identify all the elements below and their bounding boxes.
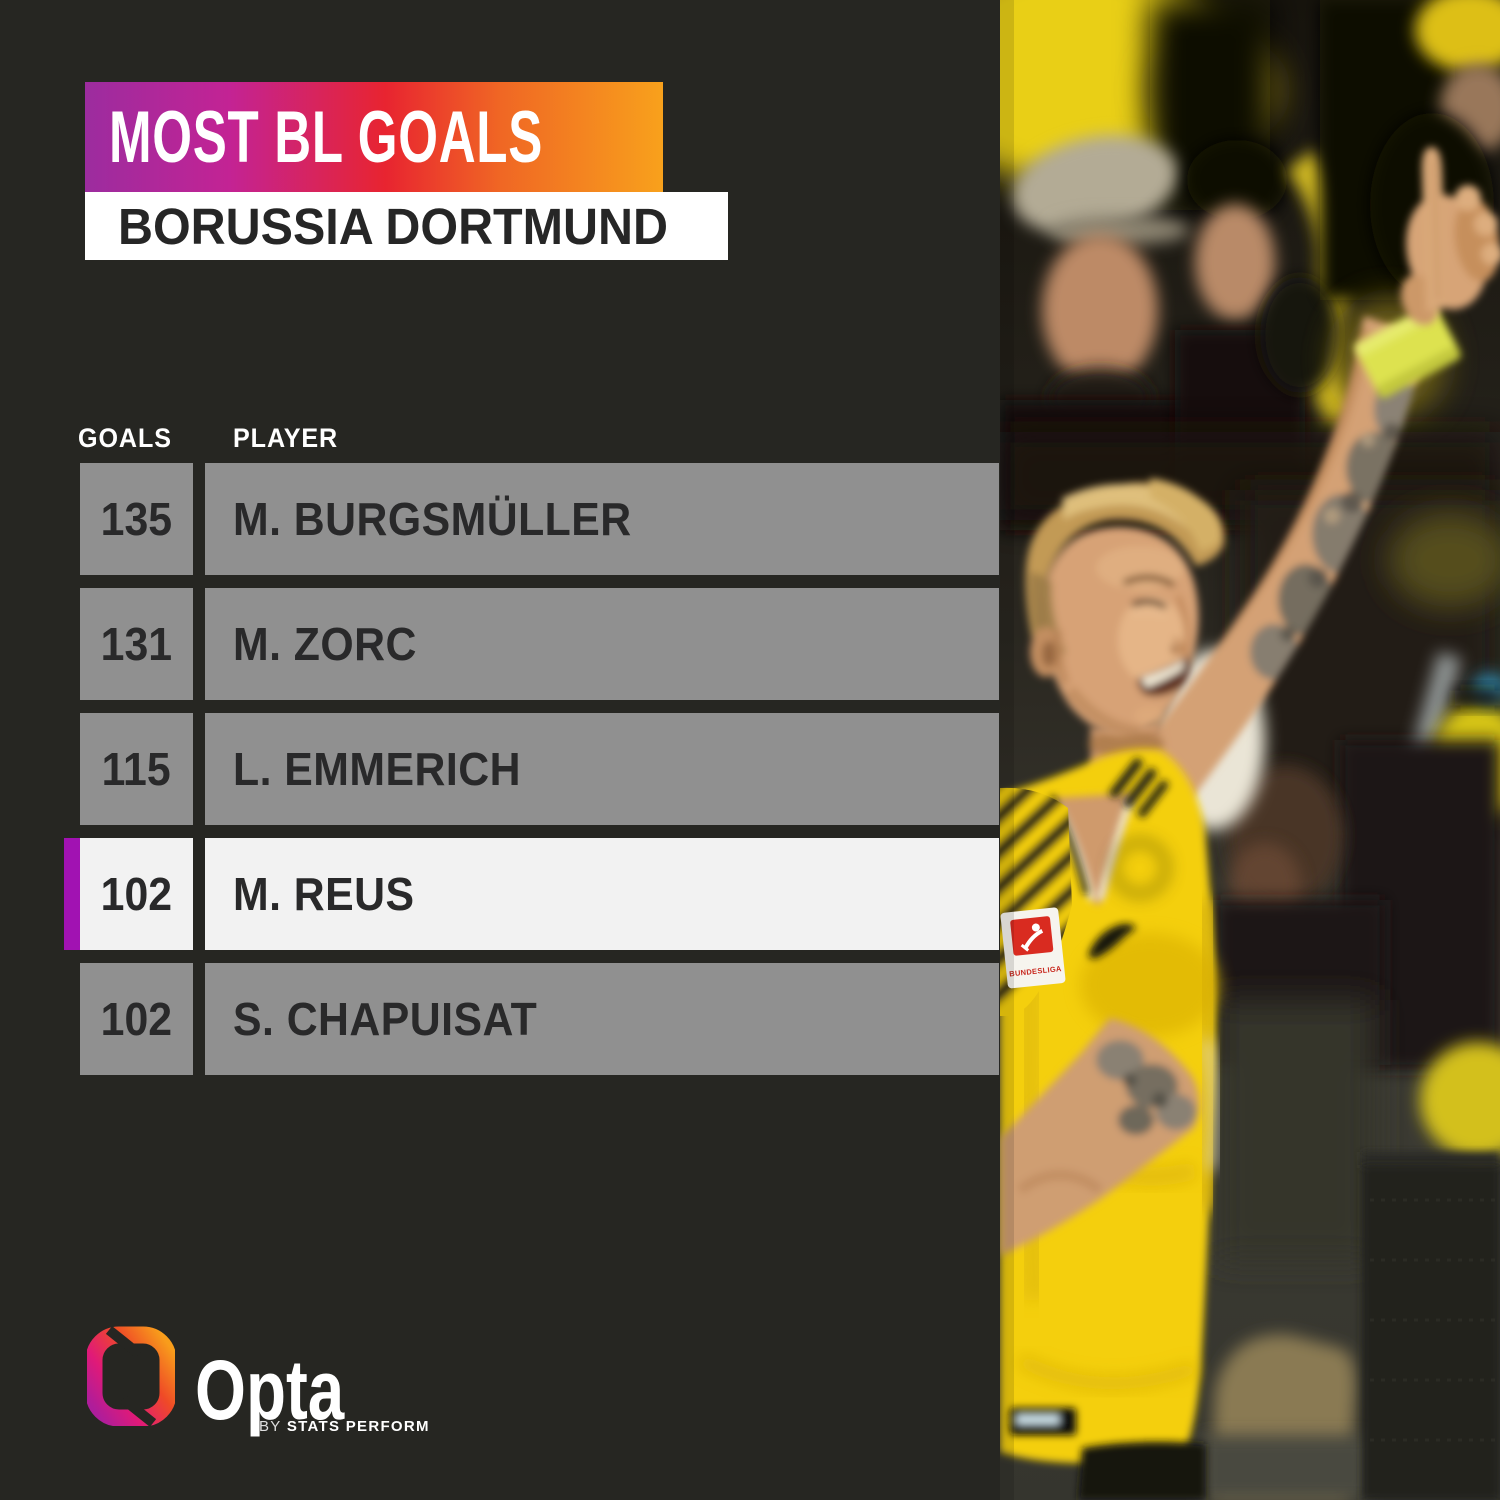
index-finger <box>1421 146 1446 312</box>
player-head <box>1025 478 1225 738</box>
player-name: S. CHAPUISAT <box>233 993 538 1045</box>
goals-value: 131 <box>100 618 173 670</box>
title-banner: MOST BL GOALS <box>85 82 663 192</box>
player-photo: BUNDESLIGA <box>1000 0 1500 1500</box>
brand-subtitle: BY STATS PERFORM <box>259 1418 430 1435</box>
eyebrow <box>1123 574 1175 587</box>
goals-cell: 115 <box>80 713 193 825</box>
player-photo-illustration: BUNDESLIGA <box>1000 0 1500 1500</box>
far-shoulder-stripes <box>1108 757 1170 819</box>
goals-cell: 102 <box>80 838 193 950</box>
player-name: L. EMMERICH <box>233 743 521 795</box>
nose <box>1171 595 1189 655</box>
goals-value: 102 <box>100 993 173 1045</box>
puma-logo-icon <box>1088 923 1136 959</box>
player-column-header: PLAYER <box>233 423 339 453</box>
page-subtitle: BORUSSIA DORTMUND <box>118 197 668 255</box>
table-row-highlighted: 102 M. REUS <box>64 838 999 950</box>
opta-brand: Opta BY STATS PERFORM <box>87 1326 429 1437</box>
club-crest-blur <box>1110 838 1170 898</box>
page-title: MOST BL GOALS <box>109 96 543 178</box>
table-row: 102 S. CHAPUISAT <box>80 963 999 1075</box>
goals-value: 115 <box>101 743 172 795</box>
player-cell: L. EMMERICH <box>205 713 999 825</box>
player-name: M. ZORC <box>233 618 417 670</box>
player-figure: BUNDESLIGA <box>1000 146 1500 1500</box>
player-cell: M. BURGSMÜLLER <box>205 463 999 575</box>
eye <box>1131 598 1167 609</box>
goals-cell: 102 <box>80 963 193 1075</box>
hair <box>1025 482 1225 648</box>
brand-name: Opta <box>195 1343 345 1437</box>
bundesliga-patch: BUNDESLIGA <box>1000 907 1066 989</box>
player-name: M. REUS <box>233 868 415 920</box>
pointing-hand <box>1400 146 1500 326</box>
brand-text: Opta BY STATS PERFORM <box>195 1326 429 1437</box>
player-cell: M. ZORC <box>205 588 999 700</box>
player-name: M. BURGSMÜLLER <box>233 493 632 545</box>
goals-value: 102 <box>100 868 173 920</box>
shorts <box>1078 1441 1206 1500</box>
goals-cell: 135 <box>80 463 193 575</box>
highlight-accent-bar <box>64 838 80 950</box>
hem-tag <box>1010 1408 1076 1435</box>
opta-logo-icon <box>87 1326 175 1426</box>
subtitle-banner: BORUSSIA DORTMUND <box>85 192 728 260</box>
speaker-box <box>1362 1152 1500 1500</box>
table-row: 115 L. EMMERICH <box>80 713 999 825</box>
player-cell: S. CHAPUISAT <box>205 963 999 1075</box>
player-cell: M. REUS <box>205 838 999 950</box>
table-header: GOALS PLAYER <box>78 418 999 454</box>
table-row: 131 M. ZORC <box>80 588 999 700</box>
table-row: 135 M. BURGSMÜLLER <box>80 463 999 575</box>
yellow-ball-blur <box>1420 1042 1500 1158</box>
goals-value: 135 <box>100 493 173 545</box>
goals-cell: 131 <box>80 588 193 700</box>
left-forearm <box>1000 1018 1200 1256</box>
goals-column-header: GOALS <box>78 423 172 453</box>
